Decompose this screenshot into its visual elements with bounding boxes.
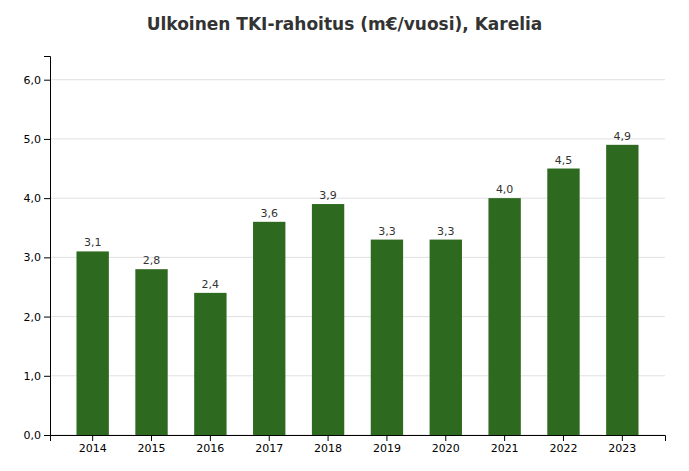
y-tick: 5,0 xyxy=(24,133,51,146)
x-tick-label: 2017 xyxy=(255,442,283,455)
bar xyxy=(488,198,520,435)
x-tick-mark xyxy=(151,435,152,441)
x-tick-mark xyxy=(92,435,93,441)
grid xyxy=(50,80,665,435)
y-tick: 1,0 xyxy=(24,370,51,383)
x-tick: 2015 xyxy=(138,435,166,455)
x-tick-mark xyxy=(269,435,270,441)
x-tick: 2019 xyxy=(373,435,401,455)
bar xyxy=(371,240,403,435)
y-tick: 0,0 xyxy=(24,429,51,442)
x-tick: 2016 xyxy=(196,435,224,455)
bar xyxy=(253,222,285,435)
data-label: 4,5 xyxy=(555,154,573,167)
bar xyxy=(194,293,226,435)
x-tick-mark xyxy=(622,435,623,441)
y-tick: 6,0 xyxy=(24,74,51,87)
y-tick-label: 2,0 xyxy=(24,311,42,324)
y-tick-label: 4,0 xyxy=(24,192,42,205)
data-label: 2,8 xyxy=(143,254,161,267)
y-tick: 4,0 xyxy=(24,192,51,205)
y-tick-label: 6,0 xyxy=(24,74,42,87)
chart: Ulkoinen TKI-rahoitus (m€/vuosi), Kareli… xyxy=(0,0,689,471)
title: Ulkoinen TKI-rahoitus (m€/vuosi), Kareli… xyxy=(147,14,543,34)
x-tick: 2023 xyxy=(608,435,636,455)
data-labels: 3,1 2,8 2,4 3,6 3,9 3,3 3,3 4,0 4,5 4,9 xyxy=(84,130,631,291)
x-tick: 2018 xyxy=(314,435,342,455)
y-tick-mark xyxy=(44,80,50,81)
x-tick: 2021 xyxy=(491,435,519,455)
y-tick-label: 0,0 xyxy=(24,429,42,442)
data-label: 2,4 xyxy=(202,278,220,291)
x-tick-label: 2022 xyxy=(549,442,577,455)
x-tick-mark xyxy=(328,435,329,441)
y-tick: 3,0 xyxy=(24,251,51,264)
plot: 2014 2015 2016 2017 2018 2019 2020 2021 2022 2023… xyxy=(24,57,666,455)
data-label: 3,6 xyxy=(260,207,278,220)
x-tick-mark xyxy=(563,435,564,441)
y-axis: 0,0 1,0 2,0 3,0 4,0 5,0 6,0 xyxy=(24,57,51,443)
bar xyxy=(312,204,344,435)
data-label: 3,3 xyxy=(437,225,455,238)
data-label: 3,9 xyxy=(319,189,337,202)
bar xyxy=(430,240,462,435)
y-tick-mark xyxy=(44,139,50,140)
x-tick-label: 2018 xyxy=(314,442,342,455)
y-tick-label: 5,0 xyxy=(24,133,42,146)
x-tick-label: 2014 xyxy=(79,442,107,455)
bar xyxy=(606,145,638,435)
y-tick-label: 1,0 xyxy=(24,370,42,383)
data-label: 3,3 xyxy=(378,225,396,238)
x-tick: 2020 xyxy=(432,435,460,455)
grid-line xyxy=(50,79,665,80)
y-tick-mark xyxy=(44,198,50,199)
data-label: 4,0 xyxy=(496,183,513,196)
x-tick-mark xyxy=(504,435,505,441)
bar xyxy=(135,269,167,435)
x-tick-label: 2015 xyxy=(138,442,166,455)
x-tick-label: 2021 xyxy=(491,442,519,455)
x-axis: 2014 2015 2016 2017 2018 2019 2020 2021 2022 2023 xyxy=(51,435,666,455)
bars xyxy=(76,145,638,435)
y-tick-mark xyxy=(44,317,50,318)
x-tick-mark xyxy=(210,435,211,441)
y-tick-mark xyxy=(44,257,50,258)
x-axis-line xyxy=(51,436,666,442)
x-tick: 2022 xyxy=(549,435,577,455)
x-tick-label: 2019 xyxy=(373,442,401,455)
x-tick-label: 2023 xyxy=(608,442,636,455)
y-tick: 2,0 xyxy=(24,311,51,324)
x-tick-label: 2016 xyxy=(196,442,224,455)
y-tick-label: 3,0 xyxy=(24,251,42,264)
x-tick-mark xyxy=(445,435,446,441)
x-tick: 2017 xyxy=(255,435,283,455)
y-tick-mark xyxy=(44,435,50,436)
grid-line xyxy=(50,138,665,139)
data-label: 3,1 xyxy=(84,236,102,249)
x-tick-label: 2020 xyxy=(432,442,460,455)
data-label: 4,9 xyxy=(614,130,632,143)
y-tick-mark xyxy=(44,376,50,377)
x-tick-mark xyxy=(386,435,387,441)
bar xyxy=(547,169,579,435)
bar xyxy=(76,251,108,435)
y-axis-line xyxy=(44,57,51,436)
x-tick: 2014 xyxy=(79,435,107,455)
